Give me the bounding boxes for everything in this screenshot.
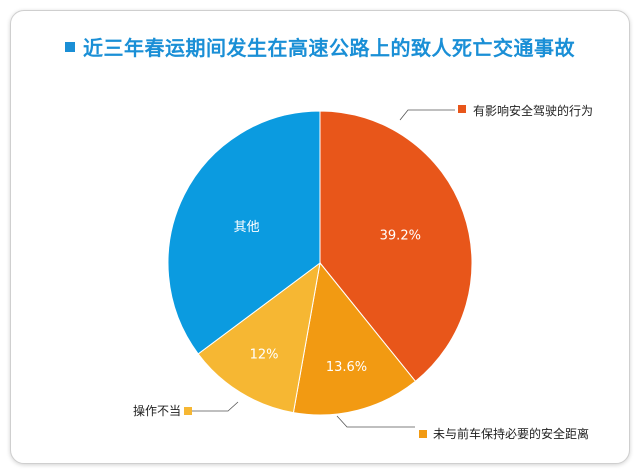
pie-slice	[167, 110, 321, 355]
leader-line	[336, 415, 415, 428]
pie-slice	[197, 261, 321, 414]
slice-value-label: 13.6%	[326, 360, 367, 375]
chart-title-text: 近三年春运期间发生在高速公路上的致人死亡交通事故	[83, 36, 575, 60]
chart-title: 近三年春运期间发生在高速公路上的致人死亡交通事故	[0, 32, 640, 61]
slice-category-label: 操作不当	[133, 403, 181, 418]
slice-name-label: 其他	[234, 220, 260, 235]
leader-line	[399, 109, 455, 121]
legend-swatch	[419, 430, 427, 438]
leader-line	[192, 401, 239, 412]
slice-value-label: 39.2%	[380, 229, 421, 244]
pie-slice	[319, 110, 473, 383]
pie-slice	[292, 261, 417, 416]
legend-swatch	[184, 407, 192, 415]
slice-category-label: 未与前车保持必要的安全距离	[433, 426, 589, 441]
slice-value-label: 12%	[250, 348, 279, 363]
title-marker-icon	[65, 42, 75, 52]
slice-category-label: 有影响安全驾驶的行为	[473, 103, 593, 118]
legend-swatch	[458, 105, 466, 113]
